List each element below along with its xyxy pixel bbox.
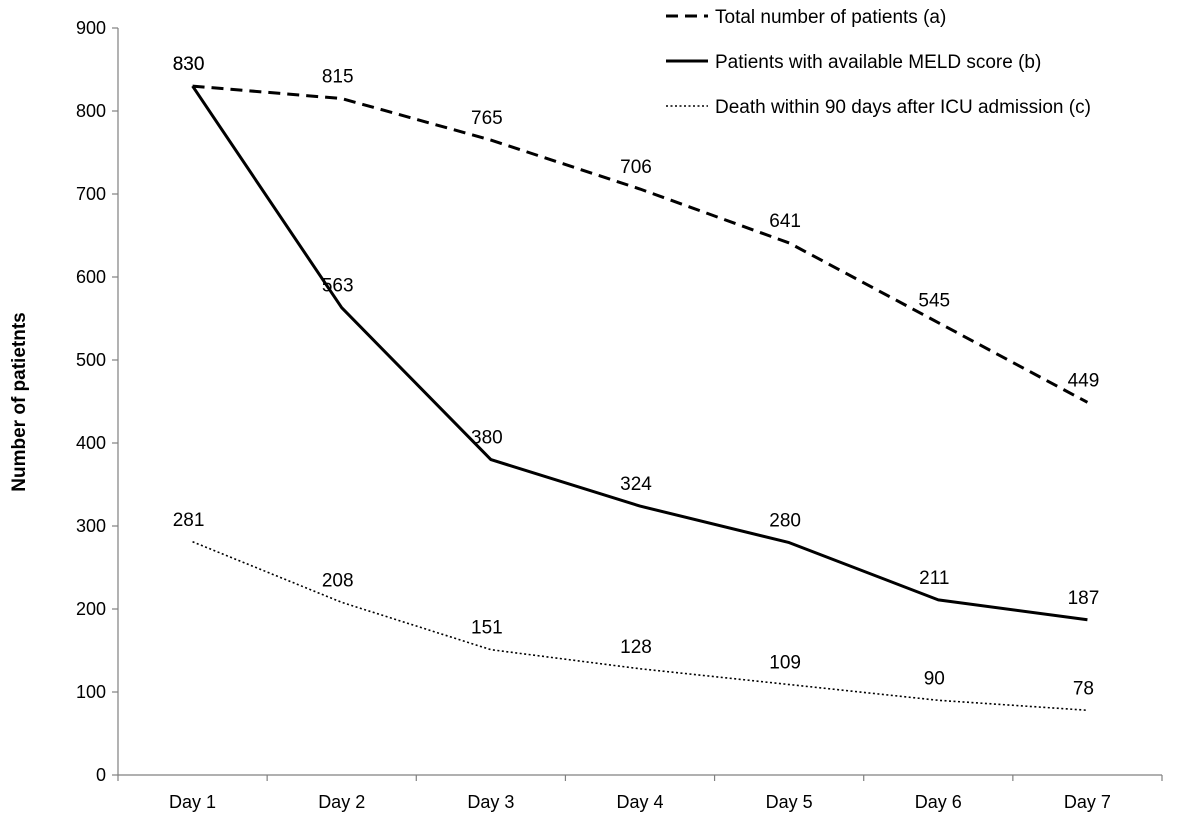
data-label-death-90-days: 109 <box>769 653 801 674</box>
y-tick-label: 400 <box>76 433 106 453</box>
series-lines <box>191 84 1089 712</box>
data-label-total-patients: 706 <box>620 157 652 178</box>
data-label-death-90-days: 128 <box>620 637 652 658</box>
legend-label-total-patients: Total number of patients (a) <box>715 7 946 28</box>
data-label-meld-available: 830 <box>173 54 205 75</box>
data-label-meld-available: 187 <box>1068 588 1100 609</box>
legend: Total number of patients (a) Patients wit… <box>666 7 1091 118</box>
x-tick-label: Day 4 <box>616 792 663 812</box>
data-labels: 8308157657066415454498305633803242802111… <box>173 54 1100 699</box>
y-tick-label: 600 <box>76 267 106 287</box>
legend-label-death-90-days: Death within 90 days after ICU admission… <box>715 97 1091 118</box>
data-label-total-patients: 641 <box>769 211 801 232</box>
data-label-total-patients: 449 <box>1068 370 1100 391</box>
x-tick-label: Day 5 <box>766 792 813 812</box>
x-tick-label: Day 2 <box>318 792 365 812</box>
data-label-meld-available: 324 <box>620 474 652 495</box>
x-tick-label: Day 6 <box>915 792 962 812</box>
y-tick-label: 900 <box>76 18 106 38</box>
data-label-death-90-days: 90 <box>924 668 945 689</box>
y-tick-label: 500 <box>76 350 106 370</box>
y-tick-label: 0 <box>96 765 106 785</box>
x-tick-label: Day 7 <box>1064 792 1111 812</box>
y-tick-label: 800 <box>76 101 106 121</box>
x-tick-label: Day 3 <box>467 792 514 812</box>
series-line-death-90-days <box>192 541 1088 712</box>
data-label-death-90-days: 78 <box>1073 678 1094 699</box>
y-tick-label: 200 <box>76 599 106 619</box>
y-axis-title: Number of patietnts <box>9 312 30 491</box>
x-tick-label: Day 1 <box>169 792 216 812</box>
data-label-meld-available: 563 <box>322 276 354 297</box>
data-label-total-patients: 815 <box>322 67 354 88</box>
data-label-total-patients: 765 <box>471 108 503 129</box>
series-line-total-patients <box>192 84 1089 404</box>
y-tick-label: 100 <box>76 682 106 702</box>
data-label-death-90-days: 208 <box>322 570 354 591</box>
legend-label-meld-available: Patients with available MELD score (b) <box>715 52 1041 73</box>
y-tick-label: 700 <box>76 184 106 204</box>
data-label-meld-available: 211 <box>919 568 949 589</box>
y-tick-label: 300 <box>76 516 106 536</box>
axes: 0 100 200 300 400 500 600 700 800 900 Day 1 Day 2 Da… <box>76 18 1163 812</box>
data-label-meld-available: 280 <box>769 511 801 532</box>
data-label-total-patients: 830 <box>173 54 205 75</box>
data-label-death-90-days: 281 <box>173 510 205 531</box>
data-label-death-90-days: 151 <box>471 618 503 639</box>
data-label-meld-available: 380 <box>471 428 503 449</box>
data-label-total-patients: 545 <box>918 291 950 312</box>
series-line-meld-available <box>191 85 1088 622</box>
